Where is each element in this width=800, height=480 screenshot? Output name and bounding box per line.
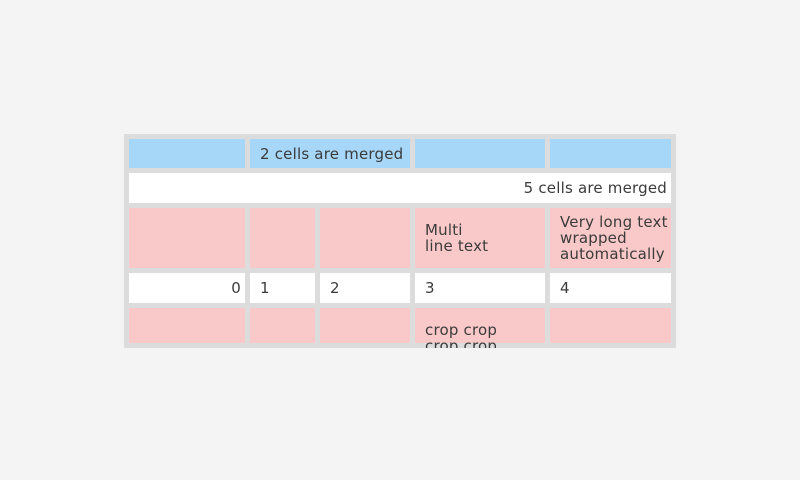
table-cell[interactable] — [550, 308, 671, 343]
cell-text: Very long text wrapped automatically — [550, 208, 668, 268]
cell-text-line: crop crop — [425, 321, 498, 339]
table-cell-wrapped[interactable]: Very long text wrapped automatically — [550, 208, 671, 268]
table-cell[interactable] — [320, 308, 410, 343]
table-cell[interactable] — [250, 308, 315, 343]
table-cell[interactable]: 2 — [320, 273, 410, 303]
table-cell-merged-2[interactable]: 2 cells are merged — [250, 139, 410, 168]
cell-text-line: automatically — [560, 245, 665, 263]
table-row-numbers: 0 1 2 3 4 — [129, 273, 671, 303]
table-row-cropped: crop crop crop crop — [129, 308, 671, 348]
cell-text: 1 — [260, 279, 270, 297]
table-cell[interactable] — [415, 139, 545, 168]
table-cell-multiline[interactable]: Multi line text — [415, 208, 545, 268]
table: 2 cells are merged 5 cells are merged Mu… — [124, 134, 676, 348]
cell-text: 3 — [425, 279, 435, 297]
table-cell[interactable]: 3 — [415, 273, 545, 303]
table-cell[interactable] — [250, 208, 315, 268]
table-row-header: 2 cells are merged — [129, 139, 671, 168]
table-cell[interactable] — [550, 139, 671, 168]
table-cell-merged-5[interactable]: 5 cells are merged — [129, 173, 671, 203]
table-cell[interactable] — [129, 139, 245, 168]
cell-text: 2 cells are merged — [260, 144, 404, 163]
cell-text: 4 — [560, 279, 570, 297]
table-cell-cropped-text[interactable]: crop crop crop crop — [415, 308, 545, 348]
table-cell[interactable]: 0 — [129, 273, 245, 303]
cell-text: Multi line text — [415, 208, 488, 268]
cell-text-line: crop crop — [425, 337, 498, 348]
table-cell[interactable] — [129, 208, 245, 268]
table-cell[interactable] — [320, 208, 410, 268]
table-row-multiline: Multi line text Very long text wrapped a… — [129, 208, 671, 268]
cell-text: 5 cells are merged — [523, 179, 667, 197]
cell-text-line: wrapped — [560, 229, 627, 247]
cell-text: crop crop crop crop — [415, 322, 497, 348]
table-cell[interactable] — [129, 308, 245, 343]
table-row-merged: 5 cells are merged — [129, 173, 671, 203]
table-cell[interactable]: 1 — [250, 273, 315, 303]
table-cell[interactable]: 4 — [550, 273, 671, 303]
cell-text-line: Multi — [425, 221, 463, 239]
cell-text-line: Very long text — [560, 213, 668, 231]
cell-text: 2 — [330, 279, 340, 297]
cell-text-line: line text — [425, 237, 489, 255]
cell-text: 0 — [231, 279, 241, 297]
